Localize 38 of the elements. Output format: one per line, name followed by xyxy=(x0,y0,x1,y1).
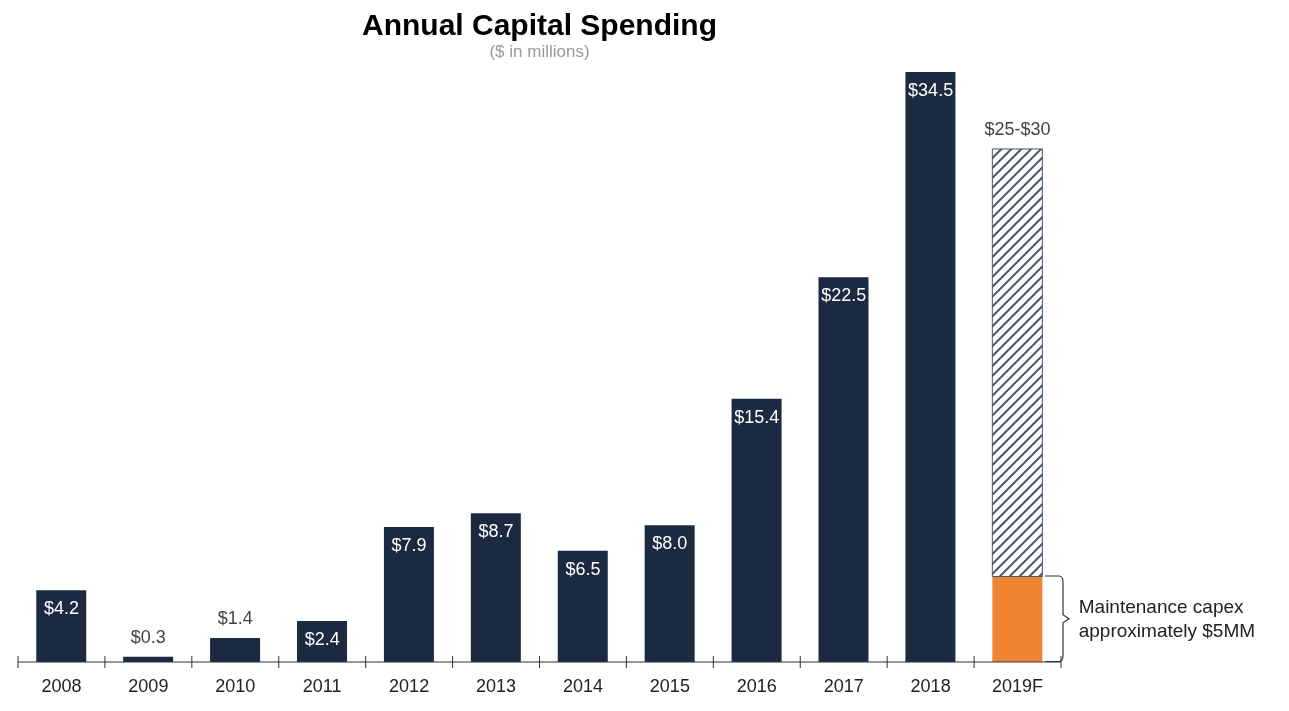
x-tick-label: 2008 xyxy=(41,676,82,696)
bar xyxy=(557,550,608,662)
bar xyxy=(818,277,869,662)
x-tick-label: 2013 xyxy=(476,676,517,696)
bar xyxy=(383,526,434,662)
x-tick-label: 2019F xyxy=(992,676,1044,696)
x-tick-label: 2018 xyxy=(910,676,951,696)
chart-title: Annual Capital Spending xyxy=(361,8,718,42)
x-tick-label: 2016 xyxy=(736,676,777,696)
data-label: $4.2 xyxy=(42,598,80,620)
x-tick-label: 2010 xyxy=(215,676,256,696)
bar xyxy=(905,72,956,662)
data-label: $7.9 xyxy=(390,534,428,556)
bar xyxy=(991,148,1043,577)
data-label: $8.7 xyxy=(477,521,515,543)
bar xyxy=(36,590,87,662)
bar xyxy=(644,525,695,662)
chart-subtitle: ($ in millions) xyxy=(488,42,591,62)
data-label: $0.3 xyxy=(129,626,167,648)
x-tick-label: 2017 xyxy=(823,676,864,696)
text: Maintenance capex approximately $5MM xyxy=(1078,595,1257,644)
bar xyxy=(992,576,1043,662)
x-tick-label: 2009 xyxy=(128,676,169,696)
x-tick-label: 2012 xyxy=(389,676,430,696)
data-label: $1.4 xyxy=(216,608,254,630)
bar xyxy=(210,638,261,662)
data-label: $34.5 xyxy=(907,80,955,101)
x-tick-label: 2011 xyxy=(302,676,342,696)
data-label: $2.4 xyxy=(303,628,341,650)
data-label: $8.0 xyxy=(651,533,689,555)
data-label: $25-$30 xyxy=(983,118,1052,140)
x-tick-label: 2014 xyxy=(562,676,603,696)
bar xyxy=(731,398,782,662)
data-label: $6.5 xyxy=(564,558,602,580)
data-label: $22.5 xyxy=(820,285,868,307)
bar xyxy=(470,513,521,662)
data-label: $15.4 xyxy=(733,406,781,428)
x-tick-label: 2015 xyxy=(649,676,690,696)
